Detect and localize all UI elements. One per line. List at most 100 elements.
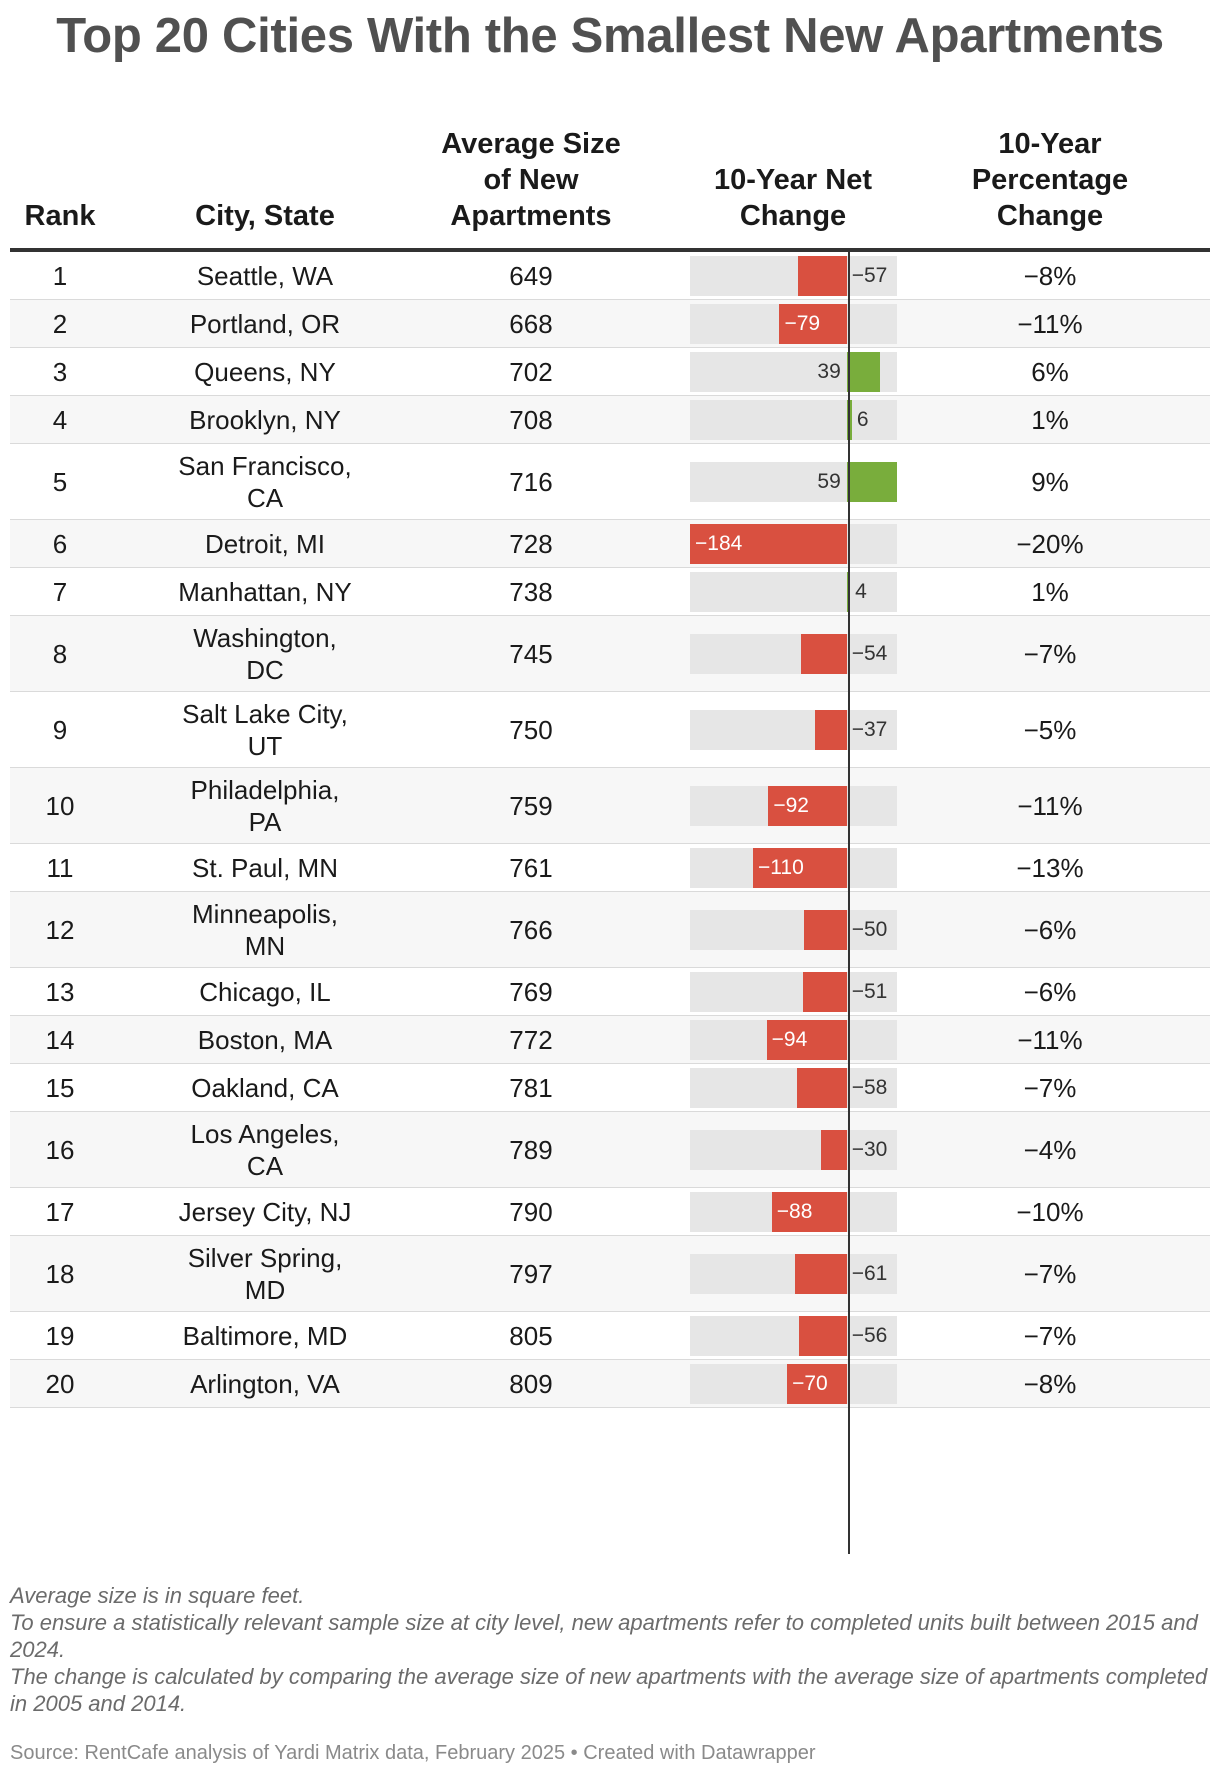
pct-change-cell-text: −10%	[1016, 1196, 1084, 1227]
avg-size-cell: 805	[410, 1312, 652, 1359]
table-row: 2 Portland, OR 668 −79 −11%	[10, 300, 1210, 348]
avg-size-cell: 790	[410, 1188, 652, 1235]
header-pct-line: Change	[996, 200, 1104, 232]
city-name-line: Minneapolis,	[192, 898, 338, 929]
bar-track: −51	[690, 971, 897, 1012]
zero-axis-line	[848, 252, 850, 1554]
net-change-cell: −88	[690, 1188, 897, 1235]
avg-size-cell-text: 702	[509, 356, 553, 387]
pct-change-cell-text: −4%	[1023, 1134, 1077, 1165]
table-row: 11 St. Paul, MN 761 −110 −13%	[10, 844, 1210, 892]
net-change-bar	[804, 909, 847, 950]
city-name-line: MN	[244, 930, 286, 961]
rank-cell-text: 10	[45, 790, 75, 821]
rank-cell-text: 7	[52, 576, 68, 607]
bar-track: 59	[690, 461, 897, 502]
city-cell: San Francisco, CA	[120, 444, 410, 519]
city-cell: Arlington, VA	[120, 1360, 410, 1407]
pct-change-cell-text: 1%	[1031, 576, 1069, 607]
table-row: 5 San Francisco, CA 716 59 9%	[10, 444, 1210, 520]
avg-size-cell: 766	[410, 892, 652, 967]
avg-size-cell: 702	[410, 348, 652, 395]
city-cell: Seattle, WA	[120, 252, 410, 299]
pct-change-cell: 9%	[950, 444, 1150, 519]
pct-change-cell: −7%	[950, 1236, 1150, 1311]
net-change-cell: −79	[690, 300, 897, 347]
net-change-cell: −30	[690, 1112, 897, 1187]
avg-size-cell: 769	[410, 968, 652, 1015]
city-name-line: Oakland, CA	[191, 1072, 339, 1103]
avg-size-cell: 649	[410, 252, 652, 299]
rank-cell: 20	[10, 1360, 110, 1407]
net-change-label: −61	[851, 1261, 888, 1285]
pct-change-cell: −11%	[950, 1016, 1150, 1063]
avg-size-cell-text: 728	[509, 528, 553, 559]
rank-cell: 7	[10, 568, 110, 615]
city-name-line: CA	[246, 482, 284, 513]
bar-track: −184	[690, 523, 897, 564]
city-name-line: Detroit, MI	[205, 528, 325, 559]
pct-change-cell: −10%	[950, 1188, 1150, 1235]
net-change-label: −50	[851, 917, 888, 941]
bar-track: −88	[690, 1191, 897, 1232]
bar-track: −54	[690, 633, 897, 674]
bar-track: 6	[690, 399, 897, 440]
pct-change-cell: 1%	[950, 396, 1150, 443]
pct-change-cell-text: 6%	[1031, 356, 1069, 387]
pct-change-cell: −6%	[950, 968, 1150, 1015]
pct-change-cell-text: −13%	[1016, 852, 1084, 883]
rank-cell: 1	[10, 252, 110, 299]
rank-cell: 12	[10, 892, 110, 967]
header-net-line: 10-Year Net	[714, 164, 872, 196]
net-change-bar	[803, 971, 847, 1012]
table-row: 13 Chicago, IL 769 −51 −6%	[10, 968, 1210, 1016]
net-change-bar	[799, 1315, 847, 1356]
avg-size-cell-text: 797	[509, 1258, 553, 1289]
city-cell: Portland, OR	[120, 300, 410, 347]
table-row: 18 Silver Spring, MD 797 −61 −7%	[10, 1236, 1210, 1312]
rank-cell: 13	[10, 968, 110, 1015]
bar-track: −50	[690, 909, 897, 950]
table-row: 7 Manhattan, NY 738 4 1%	[10, 568, 1210, 616]
net-change-cell: −58	[690, 1064, 897, 1111]
city-name-line: Portland, OR	[189, 308, 341, 339]
city-name-line: Arlington, VA	[190, 1368, 340, 1399]
avg-size-cell-text: 761	[509, 852, 553, 883]
avg-size-cell-text: 809	[509, 1368, 553, 1399]
net-change-label: −30	[851, 1137, 888, 1161]
avg-size-cell: 772	[410, 1016, 652, 1063]
rank-cell: 4	[10, 396, 110, 443]
bar-track: −92	[690, 785, 897, 826]
table-row: 10 Philadelphia, PA 759 −92 −11%	[10, 768, 1210, 844]
avg-size-cell: 789	[410, 1112, 652, 1187]
header-city: City, State	[120, 198, 410, 234]
pct-change-cell-text: −6%	[1023, 976, 1077, 1007]
net-change-bar	[771, 1191, 847, 1232]
rank-cell-text: 14	[45, 1024, 75, 1055]
city-cell: Salt Lake City, UT	[120, 692, 410, 767]
city-cell: Oakland, CA	[120, 1064, 410, 1111]
net-change-label: −88	[776, 1199, 813, 1223]
pct-change-cell: −20%	[950, 520, 1150, 567]
table-row: 4 Brooklyn, NY 708 6 1%	[10, 396, 1210, 444]
city-name-line: PA	[248, 806, 282, 837]
city-name-line: CA	[246, 1150, 284, 1181]
city-name-line: Seattle, WA	[196, 260, 334, 291]
header-net-change: 10-Year Net Change	[672, 162, 914, 234]
net-change-bar	[753, 847, 847, 888]
bar-track: −30	[690, 1129, 897, 1170]
header-size-line: of New	[483, 164, 579, 196]
pct-change-cell: −4%	[950, 1112, 1150, 1187]
pct-change-cell-text: 9%	[1031, 466, 1069, 497]
net-change-cell: −110	[690, 844, 897, 891]
city-name-line: MD	[244, 1274, 286, 1305]
rank-cell-text: 15	[45, 1072, 75, 1103]
net-change-cell: −51	[690, 968, 897, 1015]
pct-change-cell-text: 1%	[1031, 404, 1069, 435]
table-body: 1 Seattle, WA 649 −57 −8% 2 Portland, OR 668 −79…	[10, 252, 1210, 1408]
pct-change-cell-text: −8%	[1023, 260, 1077, 291]
avg-size-cell: 759	[410, 768, 652, 843]
table-row: 1 Seattle, WA 649 −57 −8%	[10, 252, 1210, 300]
city-name-line: Salt Lake City,	[182, 698, 348, 729]
avg-size-cell-text: 738	[509, 576, 553, 607]
